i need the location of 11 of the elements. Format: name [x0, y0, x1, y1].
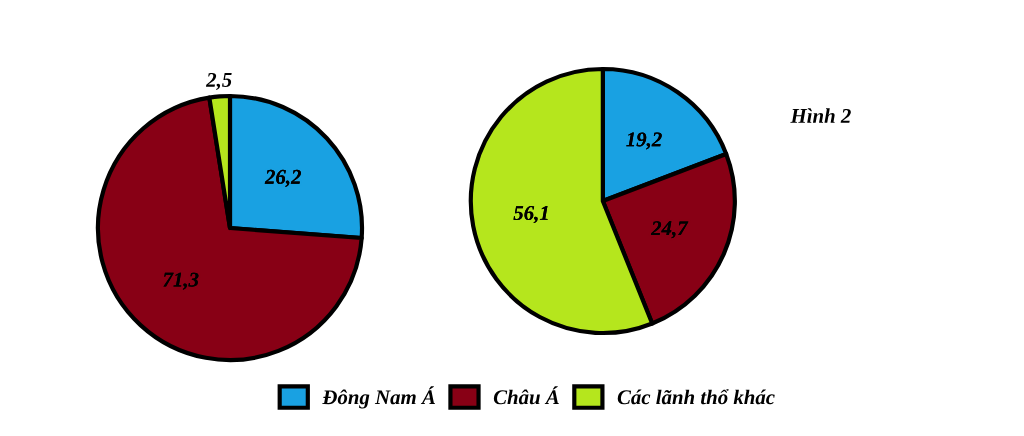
data-label: 26,2 [264, 169, 301, 187]
legend-label: Các lãnh thổ khác [617, 389, 775, 405]
data-label: 19,2 [626, 132, 662, 150]
data-label: 24,7 [650, 221, 689, 239]
legend-label: Đông Nam Á [322, 386, 435, 409]
data-label: 56,1 [513, 206, 548, 224]
data-label: 2,5 [205, 72, 232, 90]
data-label: 71,3 [163, 272, 199, 290]
text: Hình 2 [790, 108, 851, 123]
pie-slice [95, 95, 364, 363]
legend-label: Châu Á [493, 386, 559, 405]
